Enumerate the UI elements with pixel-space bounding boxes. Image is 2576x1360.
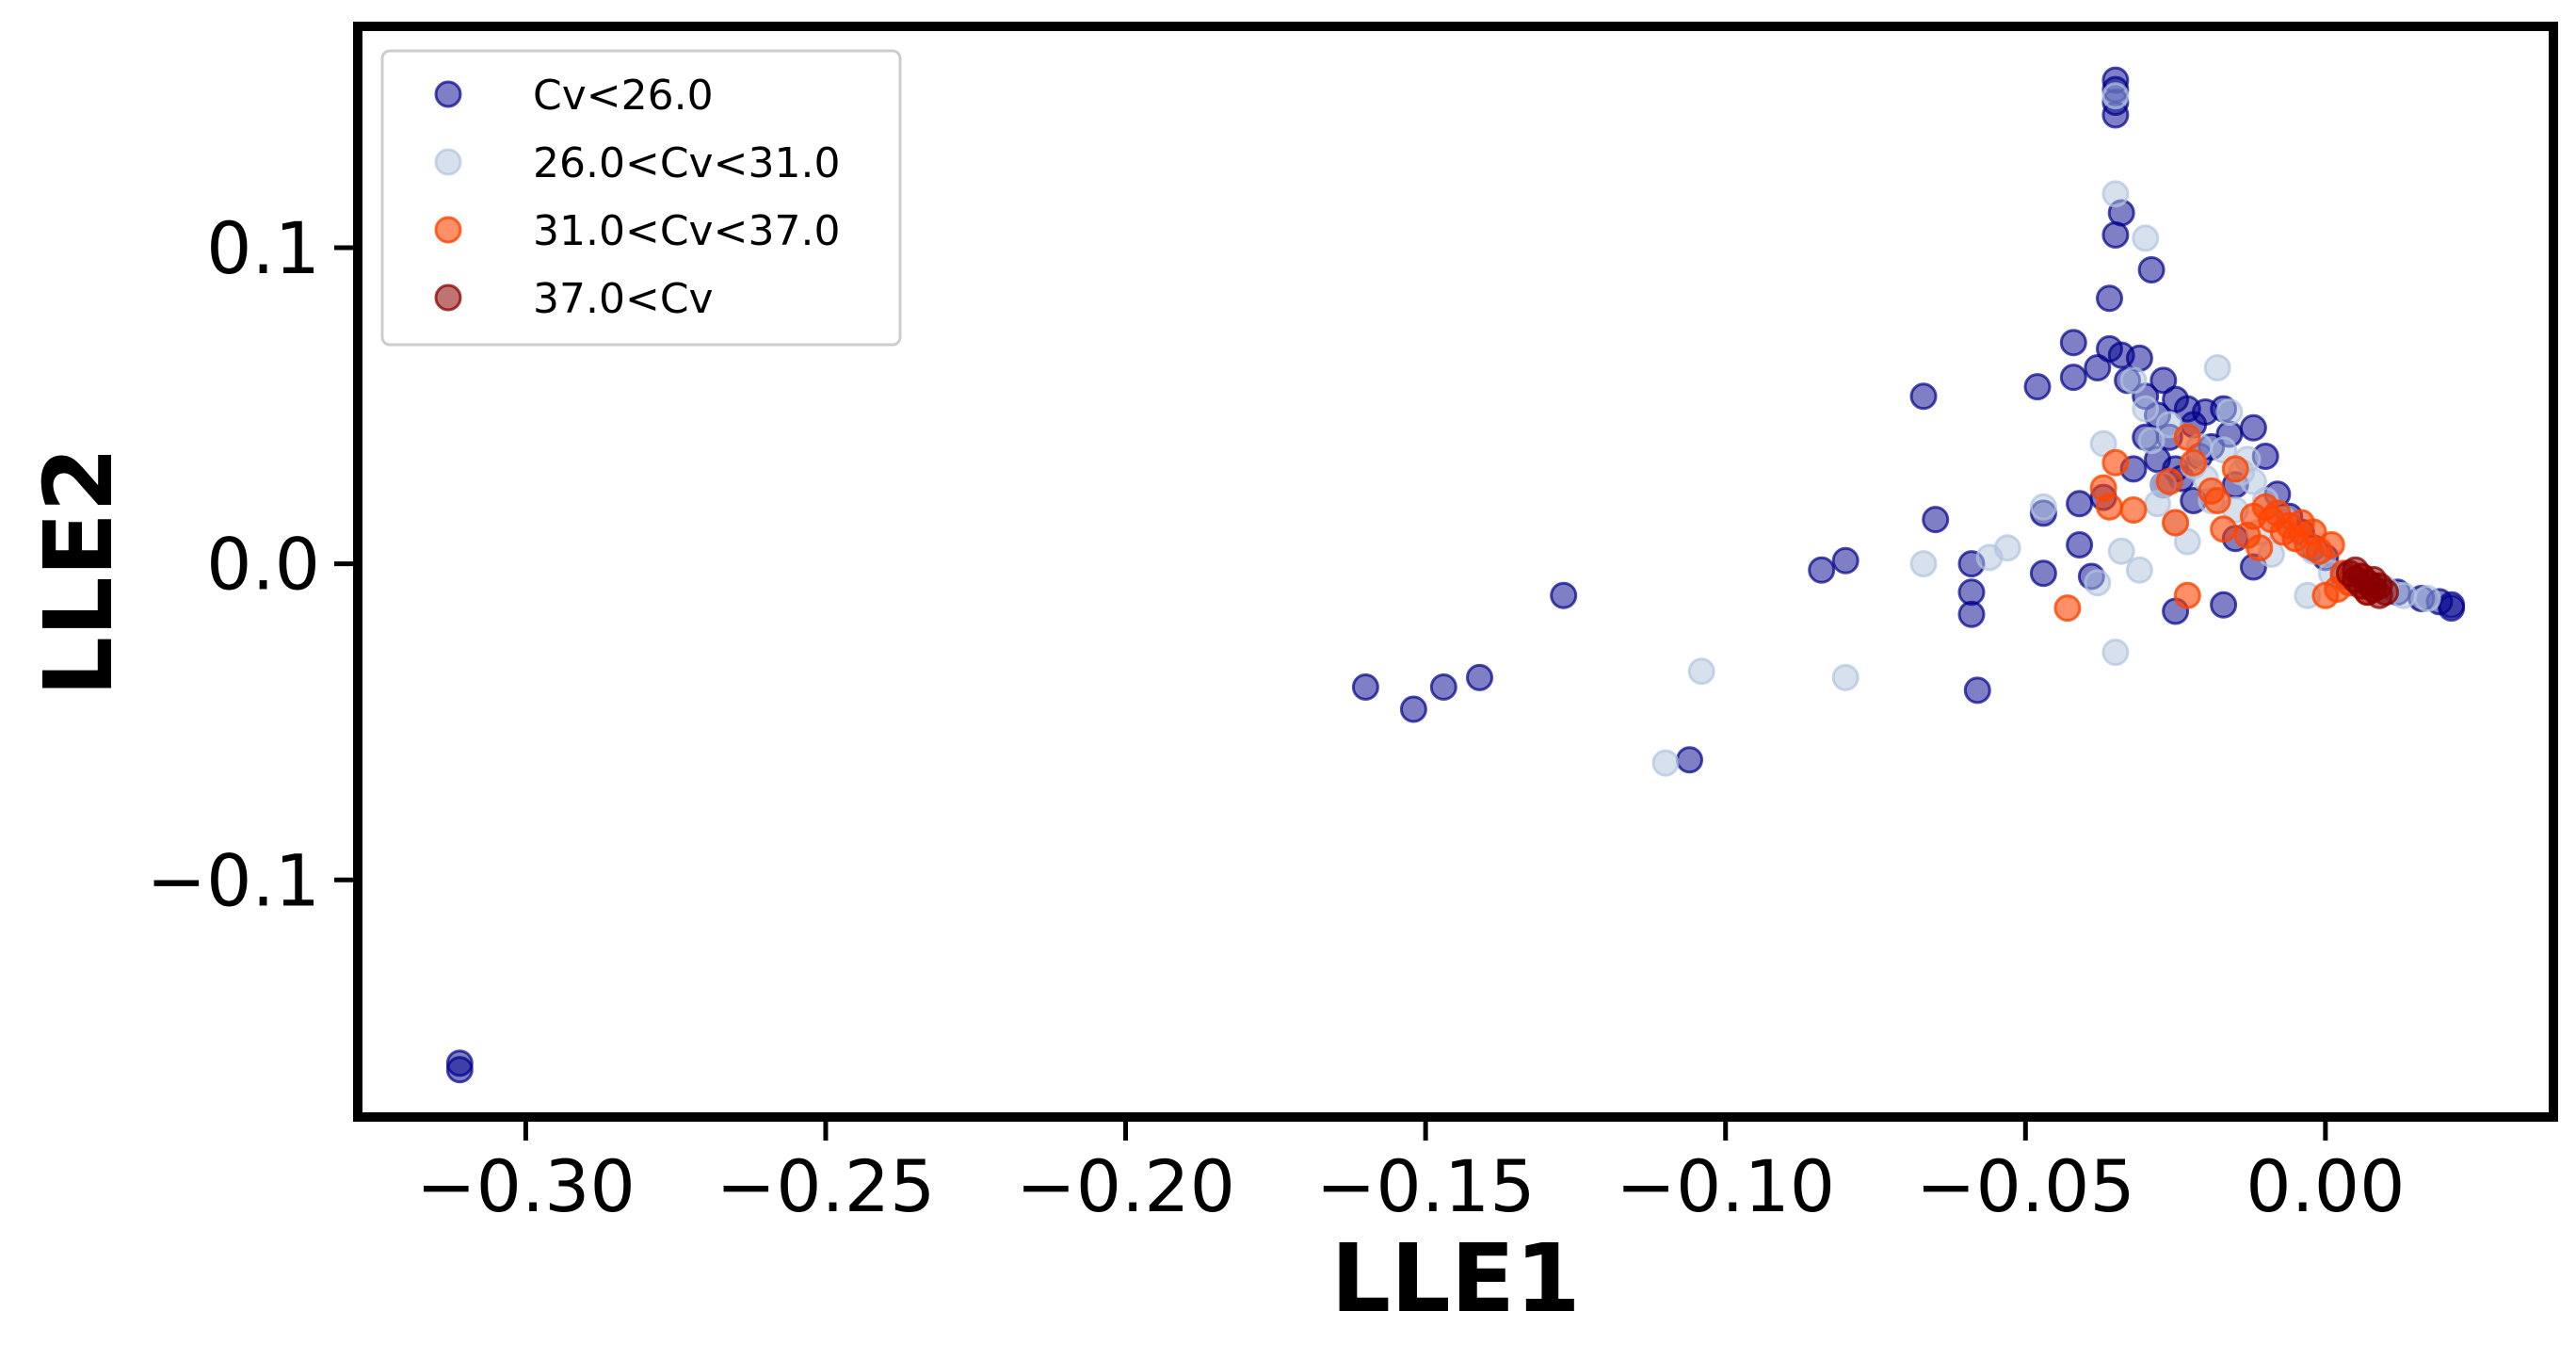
- data-point: [2066, 531, 2094, 559]
- data-point: [2059, 364, 2087, 392]
- data-point: [1687, 657, 1715, 686]
- y-tick-label: −0.1: [146, 838, 320, 922]
- data-point: [2173, 581, 2201, 609]
- data-point: [2132, 224, 2160, 252]
- x-tick-label: −0.30: [416, 1144, 636, 1228]
- data-point: [2173, 527, 2201, 556]
- data-point: [2413, 585, 2441, 612]
- data-point: [2210, 591, 2238, 619]
- points-layer: [445, 66, 2466, 1084]
- data-point: [2096, 284, 2123, 313]
- legend-marker: [434, 148, 462, 176]
- data-point: [2029, 493, 2057, 521]
- data-point: [2119, 496, 2148, 524]
- legend-label: Cv<26.0: [533, 72, 714, 120]
- data-point: [2023, 373, 2052, 401]
- data-point: [2149, 366, 2178, 395]
- data-point: [2239, 413, 2267, 442]
- data-point: [1957, 600, 1986, 628]
- data-point: [2084, 354, 2112, 381]
- data-point: [1922, 506, 1950, 534]
- data-point: [2210, 515, 2238, 543]
- data-point: [2096, 493, 2123, 521]
- x-tick-label: −0.05: [1916, 1144, 2135, 1228]
- data-point: [2203, 354, 2231, 381]
- plot-frame: [353, 22, 2558, 1122]
- data-point: [2125, 344, 2153, 372]
- data-point: [1831, 546, 1860, 575]
- x-tick-label: 0.00: [2246, 1144, 2405, 1228]
- y-axis-ticks: 0.1 0.0 −0.1: [146, 206, 353, 922]
- data-point: [1993, 534, 2021, 562]
- data-point: [2137, 256, 2165, 283]
- data-point: [2101, 180, 2130, 208]
- y-tick-label: 0.0: [206, 523, 320, 607]
- x-tick-label: −0.15: [1316, 1144, 1536, 1228]
- data-point: [1676, 746, 1703, 774]
- data-point: [2317, 531, 2345, 559]
- data-point: [2210, 436, 2238, 464]
- data-point: [2438, 594, 2466, 623]
- data-point: [445, 1056, 474, 1084]
- legend: Cv<26.0 26.0<Cv<31.0 31.0<Cv<37.0 37.0<Cv: [380, 49, 902, 347]
- data-point: [2246, 534, 2274, 562]
- data-point: [1909, 382, 1938, 411]
- x-tick-label: −0.10: [1616, 1144, 1835, 1228]
- legend-box: [380, 49, 902, 347]
- x-axis-ticks: −0.30 −0.25 −0.20 −0.15 −0.10 −0.05 0.00: [416, 1122, 2405, 1228]
- data-point: [2084, 569, 2112, 597]
- data-point: [2162, 509, 2190, 537]
- data-point: [2089, 429, 2117, 458]
- data-point: [2132, 395, 2160, 423]
- legend-marker: [434, 216, 462, 244]
- legend-marker: [434, 80, 462, 108]
- data-point: [1909, 550, 1938, 578]
- data-point: [2101, 639, 2130, 667]
- data-point: [2059, 329, 2087, 357]
- data-point: [1963, 676, 1991, 704]
- data-point: [1831, 663, 1860, 691]
- data-point: [2101, 82, 2130, 110]
- data-point: [1429, 673, 1457, 701]
- data-point: [2215, 398, 2244, 426]
- legend-marker: [434, 283, 462, 312]
- data-point: [2203, 487, 2231, 514]
- series-2: [2053, 423, 2381, 623]
- y-tick-label: 0.1: [206, 206, 320, 290]
- data-point: [2029, 559, 2057, 588]
- legend-label: 31.0<Cv<37.0: [533, 207, 840, 255]
- data-point: [2372, 578, 2400, 607]
- data-point: [2066, 490, 2094, 518]
- x-tick-label: −0.25: [716, 1144, 936, 1228]
- x-tick-label: −0.20: [1016, 1144, 1235, 1228]
- series-3: [2335, 556, 2400, 609]
- data-point: [2137, 427, 2165, 455]
- series-1: [1651, 82, 2441, 777]
- y-axis-label: LLE2: [24, 446, 134, 696]
- data-point: [2107, 537, 2135, 565]
- data-point: [2053, 594, 2082, 623]
- data-point: [1466, 663, 1493, 691]
- data-point: [2180, 448, 2208, 477]
- data-point: [1550, 581, 1578, 609]
- data-point: [2101, 221, 2130, 249]
- legend-label: 37.0<Cv: [533, 275, 714, 323]
- data-point: [1351, 673, 1379, 701]
- data-point: [2101, 448, 2130, 477]
- data-point: [1399, 695, 1427, 723]
- data-point: [2173, 423, 2201, 451]
- data-point: [2221, 455, 2249, 483]
- x-axis-label: LLE1: [1330, 1223, 1580, 1334]
- data-point: [1651, 749, 1680, 777]
- data-point: [2125, 556, 2153, 584]
- legend-label: 26.0<Cv<31.0: [533, 139, 840, 187]
- data-point: [2155, 467, 2183, 495]
- data-point: [1808, 556, 1836, 584]
- data-point: [2119, 366, 2148, 395]
